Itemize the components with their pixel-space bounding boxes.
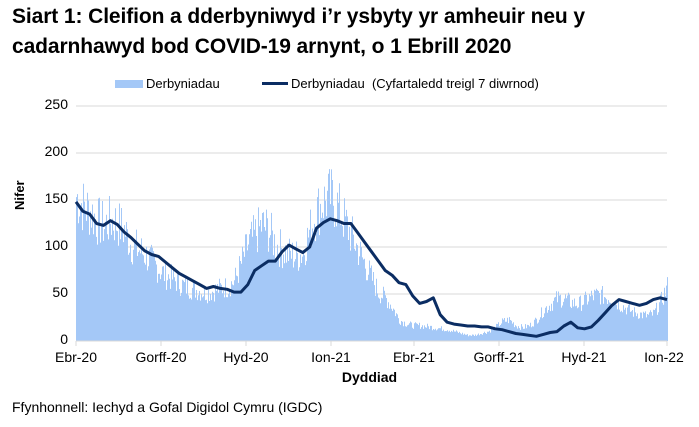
source-note: Ffynhonnell: Iechyd a Gofal Digidol Cymr… bbox=[12, 399, 323, 415]
x-tick-hyd-21: Hyd-21 bbox=[561, 349, 607, 365]
x-axis-label: Dyddiad bbox=[341, 369, 398, 385]
x-tick-gorff-21: Gorff-21 bbox=[473, 349, 525, 365]
y-tick-100: 100 bbox=[44, 237, 68, 253]
chart-legend: Derbyniadau Derbyniadau (Cyfartaledd tre… bbox=[0, 76, 699, 96]
y-tick-150: 150 bbox=[44, 190, 68, 206]
line-swatch-icon bbox=[262, 82, 288, 85]
x-tick-gorff-20: Gorff-20 bbox=[135, 349, 187, 365]
legend-item-rolling-average: Derbyniadau (Cyfartaledd treigl 7 diwrno… bbox=[262, 76, 539, 91]
chart-title-line-2: cadarnhawyd bod COVID-19 arnynt, o 1 Ebr… bbox=[12, 35, 512, 58]
x-tick-ebr-21: Ebr-21 bbox=[392, 349, 436, 365]
legend-label-rolling-average: Derbyniadau (Cyfartaledd treigl 7 diwrno… bbox=[291, 76, 539, 91]
x-tick-ebr-20: Ebr-20 bbox=[54, 349, 98, 365]
bar-swatch-icon bbox=[115, 79, 143, 88]
y-tick-250: 250 bbox=[44, 96, 68, 112]
bar-series-admissions-spikes bbox=[76, 169, 668, 341]
x-tick-ion-22: Ion-22 bbox=[644, 349, 684, 365]
y-tick-200: 200 bbox=[44, 143, 68, 159]
x-tick-ion-21: Ion-21 bbox=[311, 349, 351, 365]
chart-title: Siart 1: Cleifion a dderbyniwyd i’r ysby… bbox=[12, 2, 699, 62]
legend-label-admissions: Derbyniadau bbox=[146, 76, 220, 91]
line-series-rolling-average bbox=[74, 201, 668, 338]
y-tick-0: 0 bbox=[60, 331, 68, 347]
x-tick-hyd-20: Hyd-20 bbox=[223, 349, 269, 365]
legend-item-admissions: Derbyniadau bbox=[115, 76, 220, 91]
chart-title-line-1: Siart 1: Cleifion a dderbyniwyd i’r ysby… bbox=[12, 5, 585, 28]
y-tick-50: 50 bbox=[52, 284, 68, 300]
